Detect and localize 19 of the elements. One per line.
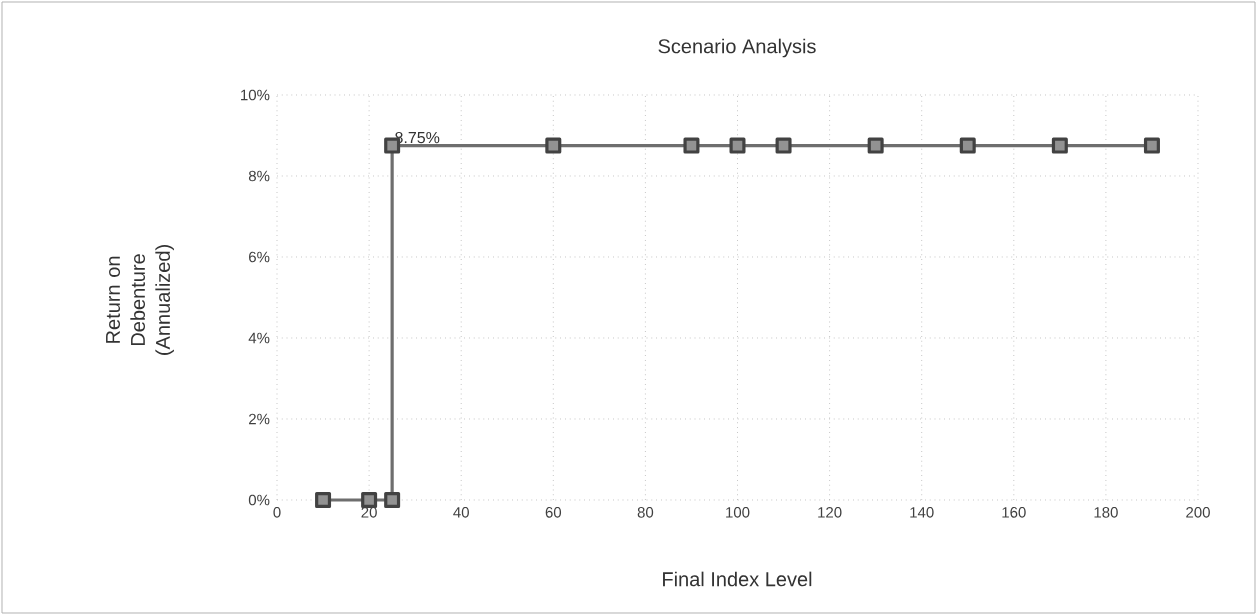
y-axis-title: Return on Debenture (Annualized) <box>106 245 174 355</box>
x-tick-label: 40 <box>453 507 469 518</box>
x-tick-label: 160 <box>1002 507 1026 518</box>
y-tick-label: 0% <box>248 494 270 506</box>
y-tick-label: 6% <box>249 251 270 263</box>
x-tick-label: 140 <box>910 507 934 518</box>
chart-title: Scenario Analysis <box>658 38 816 58</box>
x-tick-label: 180 <box>1094 507 1118 518</box>
x-tick-label: 80 <box>637 507 654 518</box>
y-tick-label: 4% <box>248 332 270 344</box>
x-tick-label: 100 <box>726 507 750 518</box>
y-tick-label: 10% <box>241 89 270 101</box>
y-tick-label: 8% <box>248 170 270 182</box>
x-axis-title: Final Index Level <box>663 571 812 587</box>
y-tick-label: 2% <box>249 413 270 425</box>
x-tick-label: 0 <box>273 507 281 518</box>
x-tick-label: 120 <box>818 507 842 518</box>
x-tick-label: 200 <box>1186 507 1210 518</box>
x-tick-label: 60 <box>545 507 562 518</box>
